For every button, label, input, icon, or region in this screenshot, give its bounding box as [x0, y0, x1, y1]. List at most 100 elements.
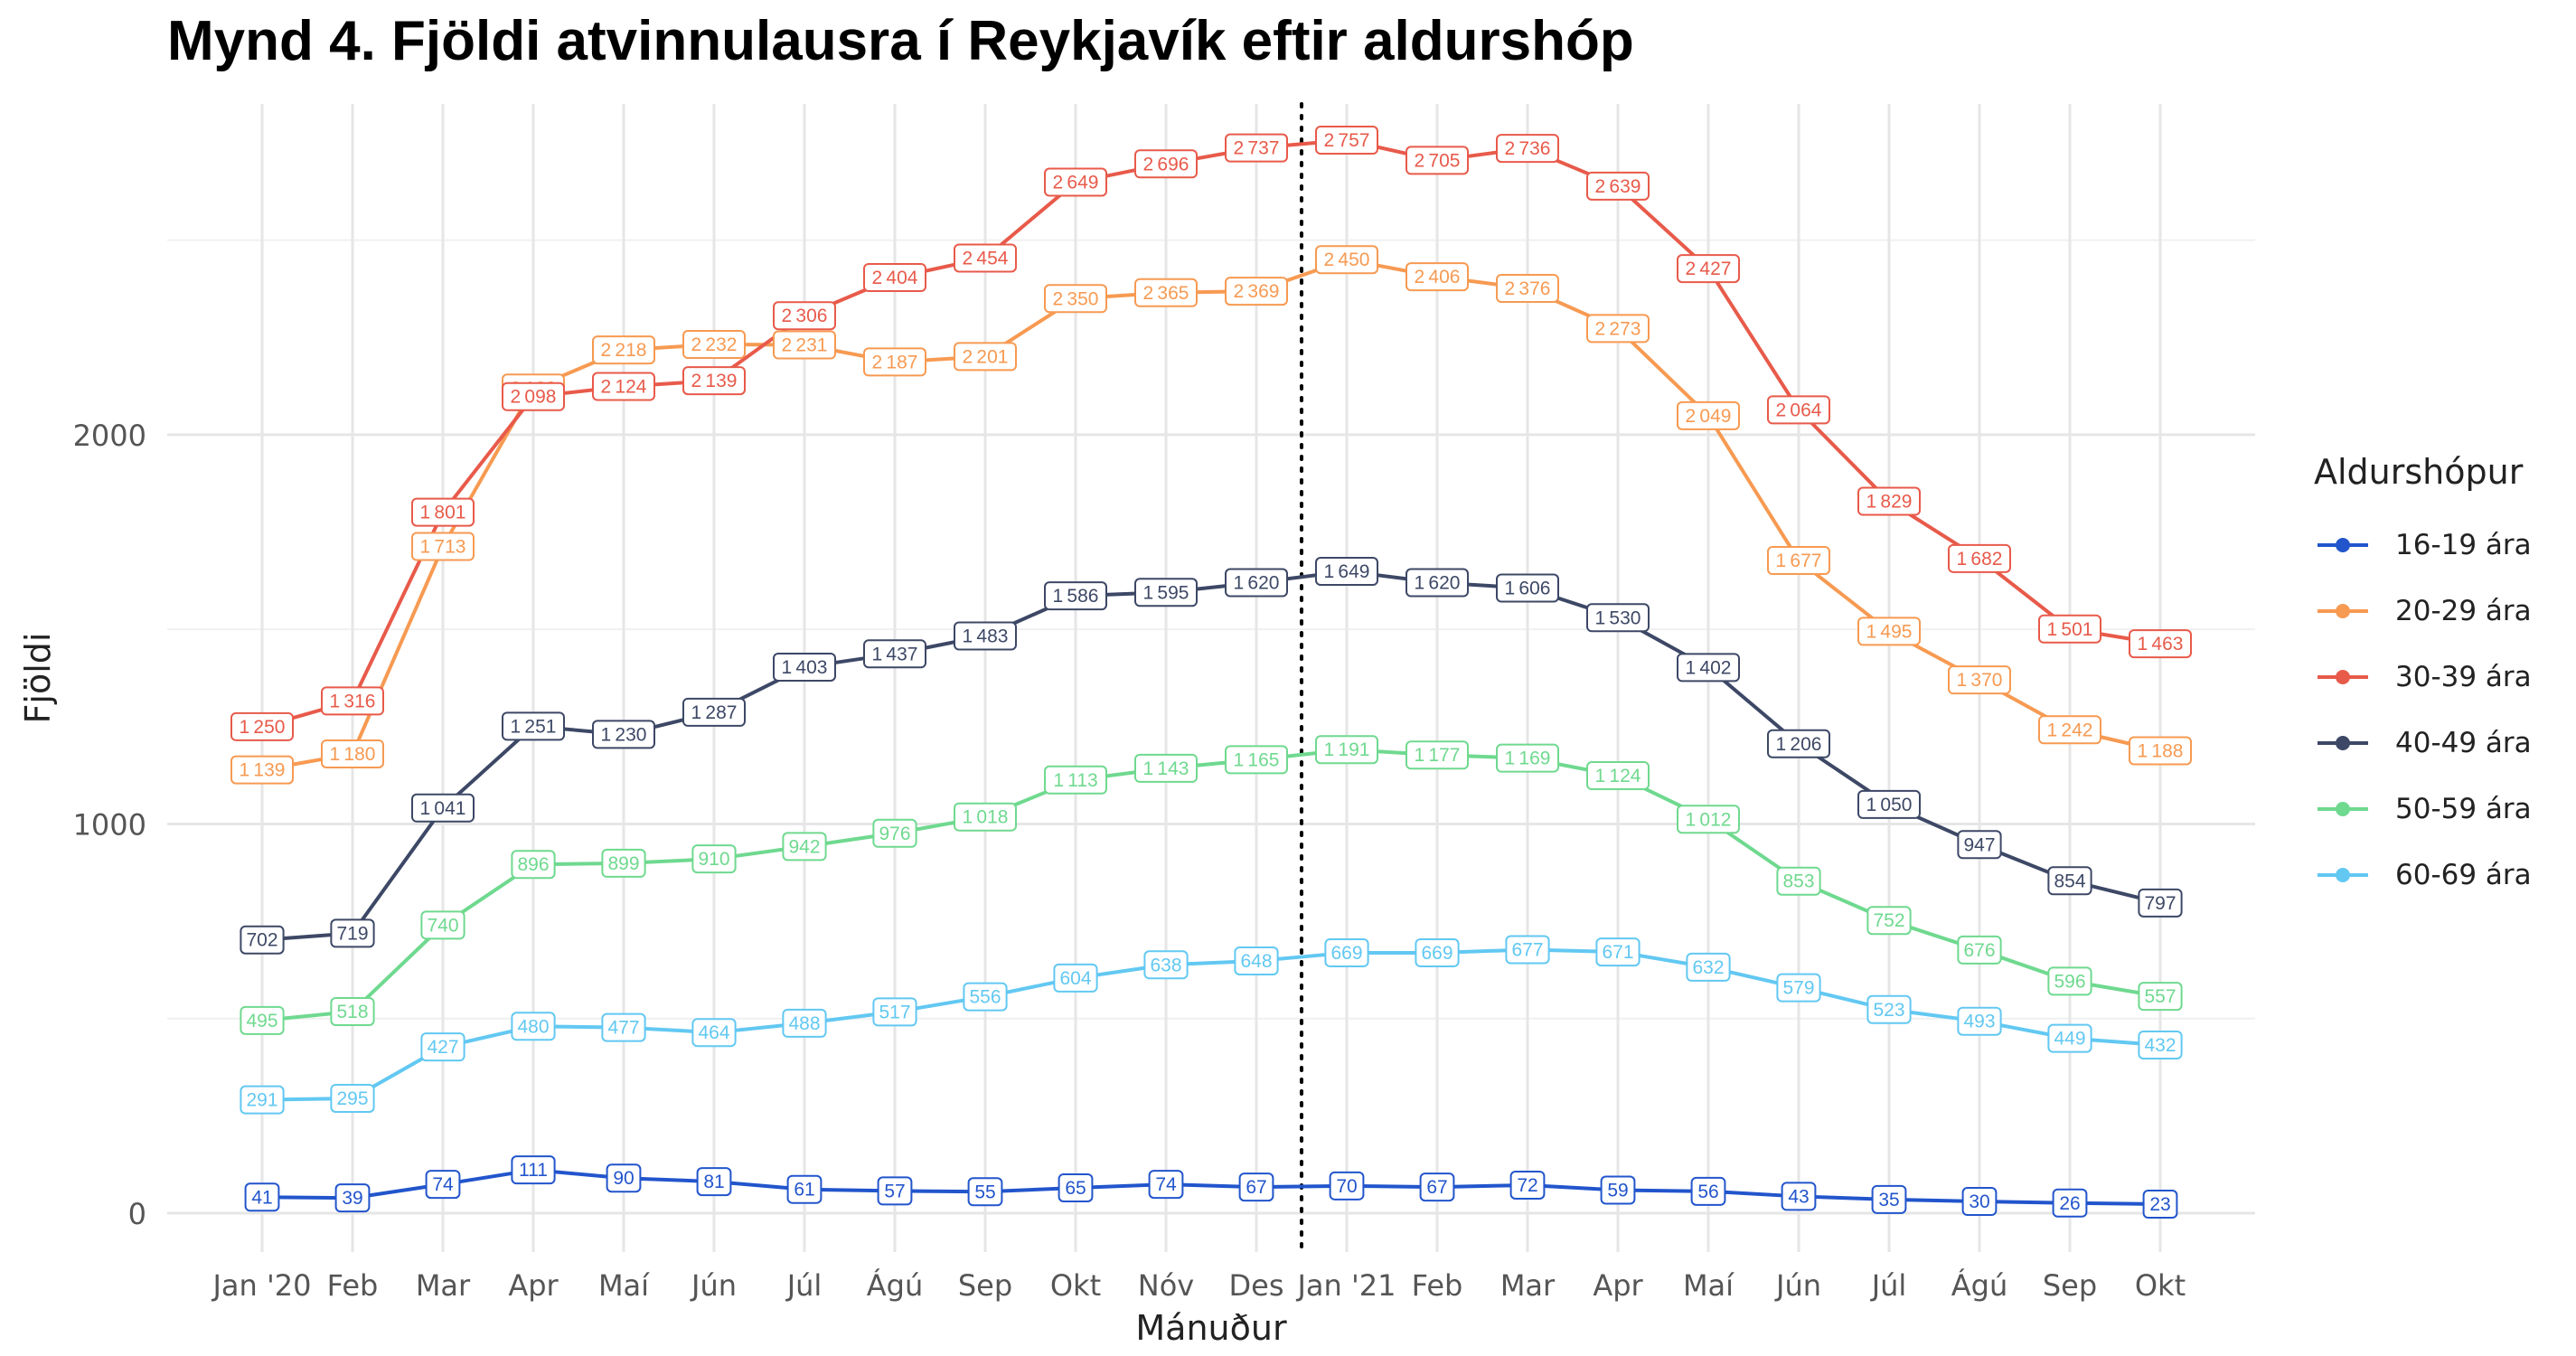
data-label: 1 143: [1134, 753, 1198, 783]
data-label-text: 291: [246, 1090, 277, 1111]
data-label-box: [682, 366, 746, 396]
data-label: 291: [240, 1085, 285, 1115]
data-label: 2 454: [954, 243, 1017, 273]
legend-dot: [2336, 867, 2350, 882]
data-label-box: [954, 621, 1017, 651]
data-label-box: [2047, 966, 2092, 996]
data-label-text: 797: [2144, 893, 2176, 914]
data-label: 1 682: [1948, 543, 2011, 573]
data-label: 26: [2052, 1188, 2088, 1218]
series-line-50-59-ára: [261, 748, 2161, 1022]
data-label: 2 139: [682, 366, 746, 396]
data-label-box: [691, 1018, 737, 1048]
data-label-box: [1957, 1006, 2002, 1036]
data-label-box: [1143, 950, 1189, 980]
data-label: 896: [511, 850, 556, 880]
data-label: 111: [511, 1155, 556, 1185]
data-label-text: 1 370: [1957, 670, 2003, 691]
data-label-box: [425, 1170, 461, 1200]
data-label-box: [1781, 1182, 1817, 1211]
data-label-box: [1406, 146, 1469, 175]
data-label-box: [691, 844, 737, 874]
data-label: 2 450: [1315, 245, 1378, 275]
legend-label: 20-29 ára: [2395, 594, 2532, 627]
y-tick-label: 1000: [73, 807, 146, 842]
data-label-box: [502, 381, 565, 411]
data-label: 1 649: [1315, 557, 1378, 587]
data-label: 1 463: [2129, 629, 2192, 659]
data-label: 1 206: [1767, 729, 1830, 758]
data-label-text: 1 595: [1143, 582, 1189, 603]
data-label-box: [1225, 568, 1288, 598]
legend-label: 50-59 ára: [2395, 792, 2532, 825]
series-line-60-69-ára: [261, 947, 2161, 1102]
data-label-box: [1595, 937, 1641, 967]
data-label-box: [954, 802, 1017, 832]
x-tick-label: Jan '20: [211, 1268, 311, 1303]
data-label: 1 287: [682, 697, 746, 727]
legend-item: 30-39 ára: [2314, 644, 2567, 710]
data-label-text: 632: [1692, 957, 1724, 978]
data-label: 1 012: [1677, 805, 1740, 834]
data-label: 632: [1686, 952, 1731, 982]
data-label-box: [682, 697, 746, 727]
x-tick-label: Sep: [958, 1268, 1012, 1303]
data-label: 557: [2138, 982, 2183, 1012]
data-label-text: 1 316: [330, 691, 376, 711]
data-label-text: 2 705: [1415, 150, 1461, 171]
data-label-box: [420, 1032, 465, 1062]
x-tick-label: Mar: [416, 1268, 471, 1303]
data-label-text: 517: [879, 1002, 910, 1022]
data-label: 2 757: [1315, 126, 1378, 155]
data-label-text: 1 677: [1776, 551, 1822, 571]
data-label-text: 1 620: [1234, 573, 1280, 594]
data-label-box: [411, 532, 475, 561]
data-label-box: [1134, 753, 1198, 783]
data-label-text: 2 427: [1686, 259, 1732, 279]
data-label-box: [863, 347, 926, 377]
data-label-text: 1 230: [601, 724, 647, 745]
legend-dot: [2336, 801, 2350, 816]
data-label-text: 2 139: [691, 371, 738, 391]
data-label: 41: [244, 1182, 280, 1212]
legend-item: 20-29 ára: [2314, 578, 2567, 644]
data-label-box: [1238, 1172, 1274, 1202]
data-label-box: [592, 335, 655, 365]
x-tick-label: Maí: [598, 1268, 650, 1303]
data-label-text: 480: [517, 1016, 549, 1037]
data-label-box: [2047, 1023, 2092, 1053]
data-label: 719: [330, 918, 375, 948]
data-label-text: 30: [1969, 1191, 1989, 1212]
data-label-text: 2 218: [601, 340, 647, 361]
data-label: 2 232: [682, 330, 746, 360]
data-label: 2 365: [1134, 278, 1198, 307]
data-label: 1 829: [1857, 486, 1921, 516]
data-label-text: 2 098: [511, 387, 557, 408]
data-label: 488: [782, 1008, 827, 1038]
data-label-box: [1767, 729, 1830, 758]
x-tick-label: Júl: [785, 1268, 823, 1303]
data-label-text: 2 406: [1415, 267, 1461, 287]
data-label-box: [1686, 952, 1731, 982]
data-label: 1 188: [2129, 736, 2192, 766]
data-label-box: [321, 686, 384, 716]
data-label-text: 74: [1155, 1174, 1177, 1195]
data-label-text: 2 365: [1143, 283, 1189, 304]
data-label: 1 606: [1496, 573, 1559, 603]
data-label-text: 1 177: [1415, 745, 1461, 766]
data-label-text: 1 041: [420, 798, 466, 819]
data-label-text: 43: [1788, 1186, 1809, 1207]
data-label: 1 169: [1496, 743, 1559, 773]
data-label-text: 1 801: [420, 503, 466, 523]
data-label-text: 61: [794, 1180, 814, 1201]
data-label-box: [1324, 937, 1369, 967]
data-label-box: [1315, 245, 1378, 275]
data-label-box: [411, 793, 475, 823]
legend-item: 60-69 ára: [2314, 842, 2567, 908]
data-label-text: 947: [1963, 834, 1995, 855]
data-label: 61: [786, 1174, 823, 1204]
data-label-box: [954, 243, 1017, 273]
data-label: 648: [1234, 946, 1279, 975]
data-label-box: [2129, 629, 2192, 659]
data-label-text: 1 169: [1505, 749, 1551, 769]
